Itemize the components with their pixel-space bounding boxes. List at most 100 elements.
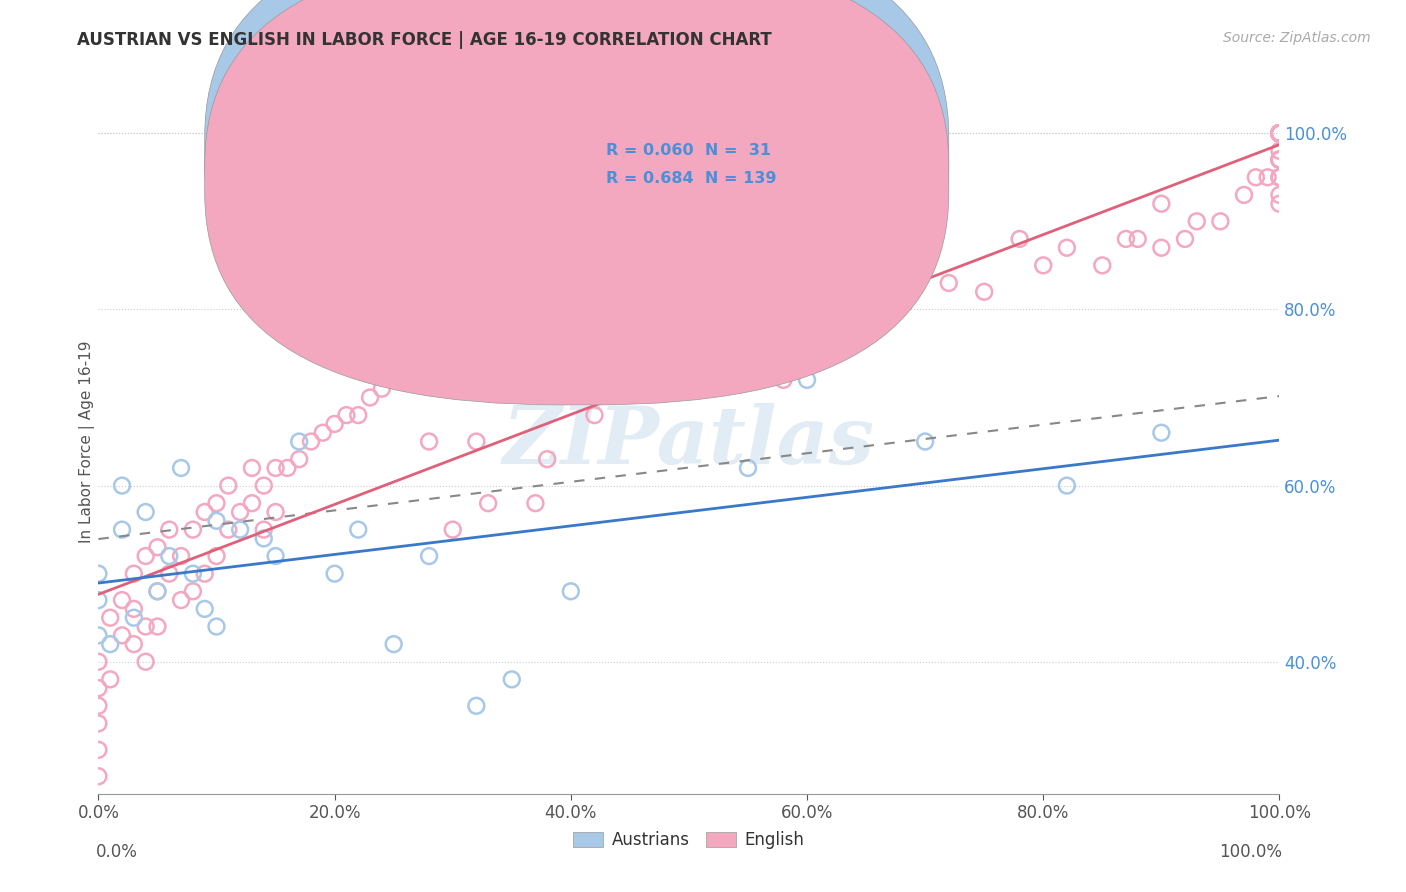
Point (938, 276, 960, 290)
Point (855, 320, 877, 334)
Point (1268, 187, 1291, 202)
Point (1268, 126, 1291, 140)
Point (170, 593, 193, 607)
Point (1268, 126, 1291, 140)
Point (1150, 425, 1173, 440)
Point (465, 434, 488, 449)
Point (1268, 126, 1291, 140)
Point (536, 452, 558, 467)
Point (1150, 196, 1173, 211)
Point (181, 566, 204, 581)
Point (253, 532, 276, 546)
Point (87, 681, 110, 696)
Point (229, 505, 252, 519)
Point (560, 584, 582, 599)
Point (796, 302, 818, 317)
Point (737, 461, 759, 475)
Point (146, 540, 169, 554)
Point (217, 523, 239, 537)
Point (323, 566, 346, 581)
Point (1268, 170, 1291, 185)
Point (1268, 153, 1291, 167)
Legend: Austrians, English: Austrians, English (567, 825, 811, 856)
Point (1268, 126, 1291, 140)
Point (157, 523, 180, 537)
Point (205, 549, 228, 563)
Point (1115, 232, 1137, 246)
Point (1268, 126, 1291, 140)
Point (253, 523, 276, 537)
Point (1268, 153, 1291, 167)
Text: 0.0%: 0.0% (96, 843, 138, 861)
Point (1268, 126, 1291, 140)
Point (1209, 214, 1232, 228)
Point (1268, 126, 1291, 140)
Point (1268, 126, 1291, 140)
Point (312, 425, 335, 440)
Point (1032, 259, 1054, 273)
Point (170, 549, 193, 563)
Point (217, 478, 239, 492)
Point (87, 769, 110, 783)
Point (253, 478, 276, 492)
Point (194, 602, 217, 616)
Point (1126, 232, 1149, 246)
Point (122, 610, 145, 624)
Point (418, 549, 440, 563)
Point (1268, 126, 1291, 140)
Text: R = 0.684  N = 139: R = 0.684 N = 139 (606, 171, 776, 186)
Point (796, 373, 818, 387)
Y-axis label: In Labor Force | Age 16-19: In Labor Force | Age 16-19 (79, 340, 96, 543)
Point (98, 610, 121, 624)
Point (1268, 126, 1291, 140)
Point (678, 302, 700, 317)
Point (87, 716, 110, 731)
Point (890, 285, 912, 299)
Point (1268, 196, 1291, 211)
Point (619, 346, 641, 360)
Point (111, 628, 134, 642)
Point (347, 523, 370, 537)
Point (501, 373, 523, 387)
Point (87, 698, 110, 713)
Point (1185, 214, 1208, 228)
Point (477, 496, 499, 510)
Point (98, 673, 121, 687)
Point (1268, 126, 1291, 140)
Point (1268, 126, 1291, 140)
Point (1257, 170, 1279, 185)
Point (205, 619, 228, 633)
Point (1233, 187, 1256, 202)
Point (1268, 126, 1291, 140)
Point (654, 320, 676, 334)
Point (1268, 126, 1291, 140)
Point (1268, 126, 1291, 140)
Point (240, 461, 263, 475)
Point (122, 566, 145, 581)
Point (1268, 126, 1291, 140)
Point (1056, 478, 1078, 492)
Text: R = 0.060  N =  31: R = 0.060 N = 31 (606, 143, 772, 158)
Point (973, 285, 995, 299)
Point (98, 637, 121, 651)
Point (111, 523, 134, 537)
Point (194, 566, 217, 581)
Point (1268, 126, 1291, 140)
Point (276, 461, 298, 475)
FancyBboxPatch shape (536, 124, 789, 209)
Point (1268, 126, 1291, 140)
Point (323, 417, 346, 431)
Point (111, 593, 134, 607)
Point (264, 549, 287, 563)
Point (1268, 153, 1291, 167)
Point (1268, 126, 1291, 140)
Point (135, 619, 157, 633)
Point (1008, 232, 1031, 246)
Point (1268, 126, 1291, 140)
Point (1091, 259, 1114, 273)
Point (702, 328, 724, 343)
Point (595, 346, 617, 360)
Point (1268, 126, 1291, 140)
Text: Source: ZipAtlas.com: Source: ZipAtlas.com (1223, 31, 1371, 45)
Point (406, 355, 429, 369)
